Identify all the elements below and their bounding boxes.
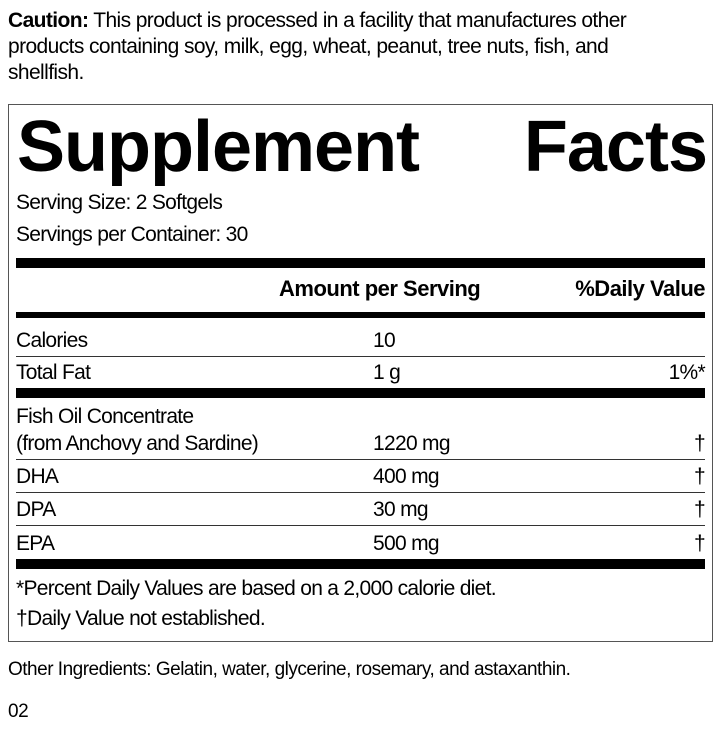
- row-daily-value: †: [694, 532, 706, 555]
- divider-thick: [16, 388, 705, 398]
- row-name-detail: (from Anchovy and Sardine): [16, 432, 259, 455]
- serving-size: Serving Size: 2 Softgels: [16, 191, 223, 214]
- divider-medium: [16, 312, 705, 318]
- header-amount-per-serving: Amount per Serving: [279, 276, 481, 301]
- row-amount: 1220 mg: [373, 432, 451, 455]
- row-name: DPA: [16, 498, 56, 521]
- divider-thick: [16, 559, 705, 569]
- row-name: Fish Oil Concentrate: [16, 405, 194, 428]
- divider-thin: [16, 525, 705, 526]
- row-amount: 500 mg: [373, 532, 440, 555]
- row-amount: 30 mg: [373, 498, 429, 521]
- caution-label: Caution:: [8, 9, 89, 32]
- divider-thick: [16, 258, 705, 268]
- caution-statement: Caution: This product is processed in a …: [8, 8, 668, 86]
- other-ingredients: Other Ingredients: Gelatin, water, glyce…: [8, 659, 571, 680]
- row-amount: 1 g: [373, 361, 401, 384]
- label-code: 02: [8, 701, 29, 722]
- title-word-supplement: Supplement: [17, 107, 420, 187]
- servings-per-container: Servings per Container: 30: [16, 223, 248, 246]
- row-name: Total Fat: [16, 361, 91, 384]
- row-name: EPA: [16, 532, 55, 555]
- row-name: Calories: [16, 329, 88, 352]
- caution-text: This product is processed in a facility …: [8, 9, 627, 84]
- supplement-facts-panel: Supplement Facts Serving Size: 2 Softgel…: [8, 104, 713, 642]
- title-word-facts: Facts: [523, 107, 708, 187]
- row-amount: 400 mg: [373, 465, 440, 488]
- row-daily-value: †: [694, 465, 706, 488]
- row-daily-value: †: [694, 498, 706, 521]
- footnote-not-established: †Daily Value not established.: [16, 607, 266, 630]
- divider-thin: [16, 356, 705, 357]
- row-daily-value: †: [694, 432, 706, 455]
- row-daily-value: 1%*: [668, 361, 706, 384]
- row-name: DHA: [16, 465, 59, 488]
- header-daily-value: %Daily Value: [575, 276, 705, 301]
- panel-title: Supplement Facts: [17, 107, 708, 187]
- divider-thin: [16, 459, 705, 460]
- row-amount: 10: [373, 329, 396, 352]
- footnote-daily-values: *Percent Daily Values are based on a 2,0…: [16, 577, 497, 600]
- divider-thin: [16, 492, 705, 493]
